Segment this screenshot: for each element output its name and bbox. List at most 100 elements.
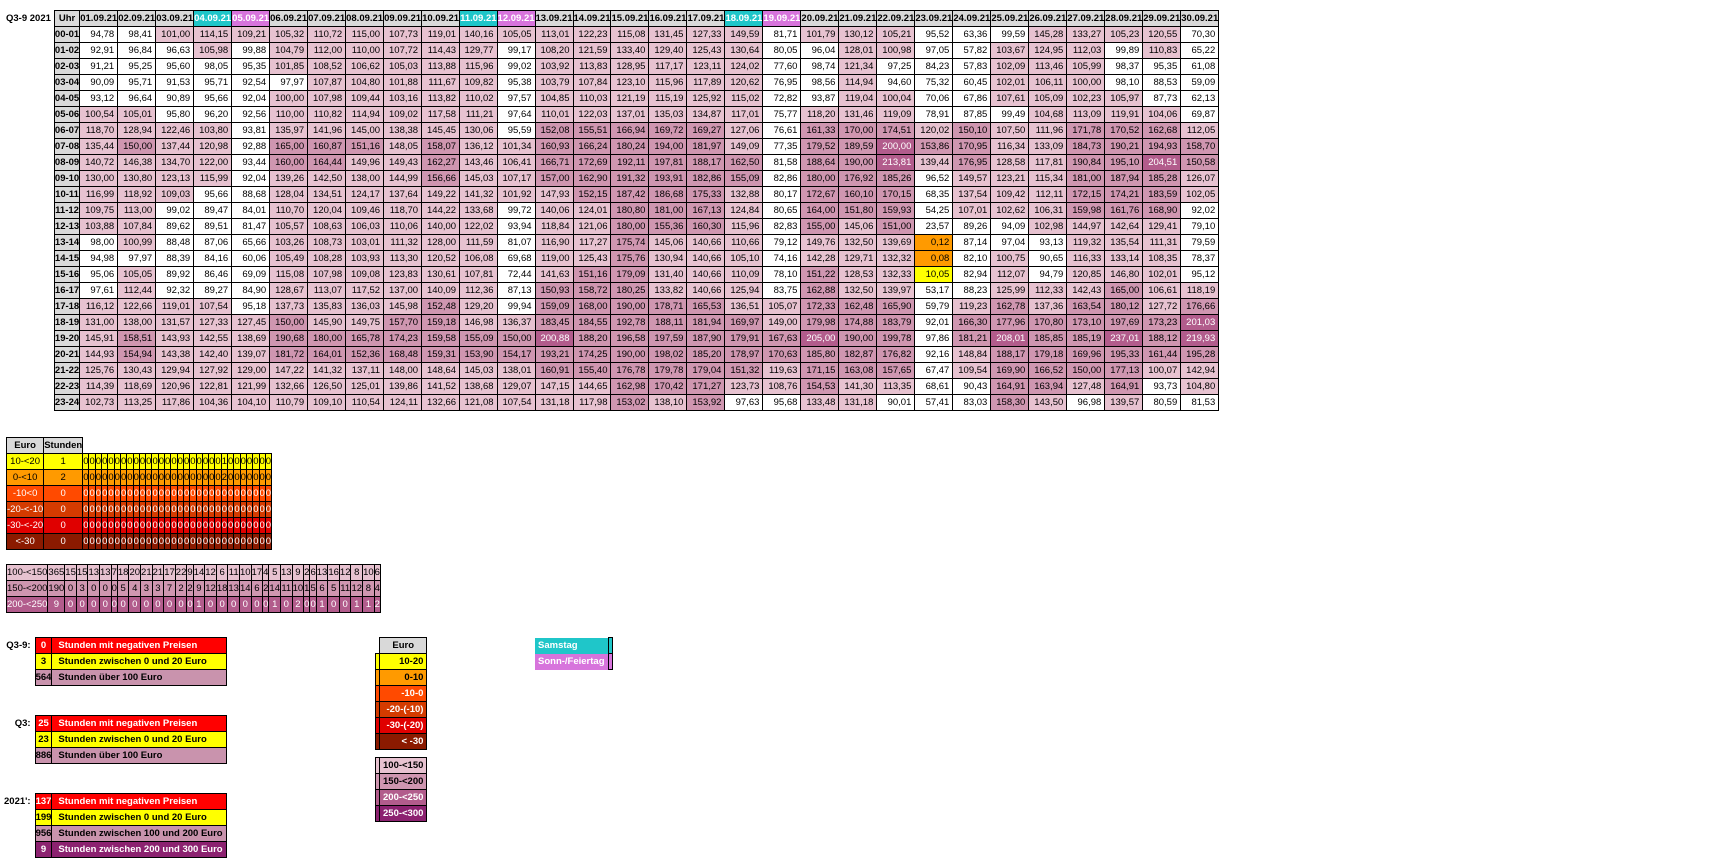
range-count: 0 <box>164 517 172 534</box>
range-count: 0 <box>195 501 203 518</box>
price-cell: 174,51 <box>876 122 916 139</box>
price-cell: 130,61 <box>421 266 461 283</box>
range-count: 0 <box>119 485 128 502</box>
price-cell: 81,07 <box>496 234 536 251</box>
range-count: 0 <box>309 596 317 613</box>
price-cell: 119,09 <box>876 106 916 123</box>
date-header: 13.09.21 <box>534 10 574 27</box>
range-count: 6 <box>373 564 381 581</box>
price-cell: 118,20 <box>800 106 840 123</box>
price-cell: 127,06 <box>724 122 764 139</box>
range-count: 1 <box>362 596 375 613</box>
price-cell: 78,91 <box>914 106 954 123</box>
summary-group-label <box>4 654 35 670</box>
price-cell: 132,33 <box>876 266 916 283</box>
price-cell: 107,50 <box>990 122 1030 139</box>
price-cell: 159,58 <box>421 330 461 347</box>
price-cell: 108,20 <box>534 42 574 59</box>
legend-header: Euro <box>378 637 428 654</box>
price-cell: 159,31 <box>421 346 461 363</box>
price-cell: 119,00 <box>534 250 574 267</box>
range-count: 21 <box>140 564 153 581</box>
range-count: 0 <box>208 485 216 502</box>
price-cell: 181,94 <box>686 314 726 331</box>
range-count: 0 <box>195 533 203 550</box>
price-cell: 105,49 <box>269 250 309 267</box>
price-cell: 128,04 <box>269 186 309 203</box>
price-cell: 144,93 <box>79 346 119 363</box>
range-count: 0 <box>258 453 266 470</box>
price-cell: 109,82 <box>459 74 498 91</box>
range-count: 0 <box>258 469 266 486</box>
date-header: 30.09.21 <box>1180 10 1220 27</box>
price-cell: 122,66 <box>117 298 157 315</box>
range-count: 0 <box>88 533 96 550</box>
price-cell: 108,63 <box>307 218 347 235</box>
price-cell: 140,16 <box>459 26 498 43</box>
range-count: 0 <box>140 596 153 613</box>
price-cell: 177,96 <box>990 314 1030 331</box>
row-spacer <box>0 251 54 267</box>
summary-value: 3 <box>34 653 53 670</box>
price-cell: 176,78 <box>610 362 650 379</box>
price-cell: 187,90 <box>686 330 726 347</box>
range-label: -30-<-20 <box>5 517 45 534</box>
price-cell: 88,48 <box>155 234 195 251</box>
price-cell: 174,25 <box>572 346 612 363</box>
range-count: 9 <box>291 564 305 581</box>
price-cell: 102,62 <box>990 202 1030 219</box>
range-count: 0 <box>107 517 115 534</box>
hour-label: 23-24 <box>53 394 81 411</box>
price-cell: 137,00 <box>383 282 423 299</box>
range-count: 0 <box>94 453 103 470</box>
price-cell: 95,59 <box>496 122 536 139</box>
price-cell: 147,22 <box>269 362 309 379</box>
price-cell: 187,42 <box>610 186 650 203</box>
price-cell: 118,19 <box>1180 282 1220 299</box>
price-cell: 130,64 <box>724 42 764 59</box>
price-cell: 193,21 <box>534 346 574 363</box>
price-cell: 89,47 <box>193 202 233 219</box>
price-cell: 151,00 <box>876 218 916 235</box>
range-count: 0 <box>82 453 90 470</box>
price-cell: 137,36 <box>1028 298 1068 315</box>
summary-text: Stunden zwischen 200 und 300 Euro <box>51 841 227 858</box>
color-legend: Euro 10-20 0-10 -10-0 -20-(-10) -30-(-20) < -3… <box>375 637 428 822</box>
row-spacer <box>0 59 54 75</box>
price-cell: 166,94 <box>610 122 650 139</box>
range-count: 0 <box>239 453 247 470</box>
summary-value: 23 <box>34 731 53 748</box>
summary-group-label: 2021': <box>4 795 31 807</box>
price-cell: 70,30 <box>1180 26 1220 43</box>
price-cell: 167,63 <box>762 330 802 347</box>
range-count: 18 <box>116 564 130 581</box>
price-cell: 131,46 <box>838 106 878 123</box>
range-count: 6 <box>215 564 229 581</box>
table-title: Q3-9 2021 <box>6 12 51 24</box>
price-cell: 107,61 <box>990 90 1030 107</box>
range-count: 12 <box>204 564 217 581</box>
price-cell: 65,22 <box>1180 42 1220 59</box>
price-cell: 135,44 <box>79 138 119 155</box>
price-cell: 204,51 <box>1142 154 1182 171</box>
range-count: 0 <box>239 517 247 534</box>
range-count: 8 <box>362 580 375 597</box>
range-count: 0 <box>138 469 147 486</box>
price-cell: 94,09 <box>990 218 1030 235</box>
price-cell: 80,65 <box>762 202 802 219</box>
price-cell: 171,27 <box>686 378 726 395</box>
price-cell: 145,03 <box>459 362 498 379</box>
price-cell: 144,99 <box>383 170 423 187</box>
price-cell: 188,17 <box>686 154 726 171</box>
price-cell: 145,45 <box>421 122 461 139</box>
price-cell: 133,14 <box>1104 250 1144 267</box>
price-cell: 72,44 <box>496 266 536 283</box>
range-count: 0 <box>220 533 229 550</box>
range-count: 0 <box>182 485 191 502</box>
range-count: 0 <box>214 517 222 534</box>
range-total: 9 <box>47 596 66 613</box>
price-cell: 62,13 <box>1180 90 1220 107</box>
price-cell: 134,87 <box>686 106 726 123</box>
price-cell: 145,98 <box>383 298 423 315</box>
price-cell: 96,98 <box>1066 394 1106 411</box>
